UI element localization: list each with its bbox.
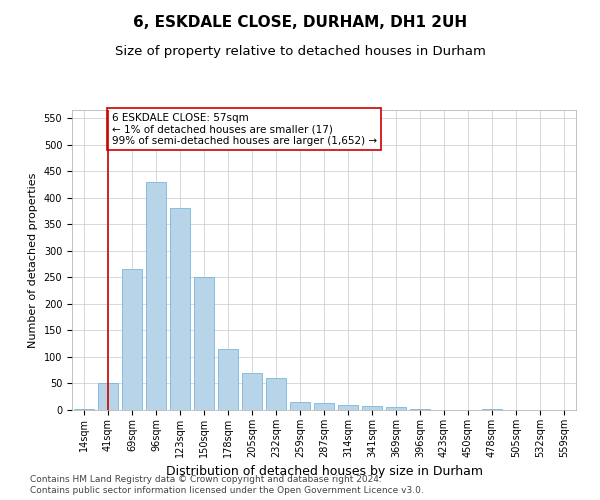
Bar [266, 378, 286, 410]
Text: 6 ESKDALE CLOSE: 57sqm
← 1% of detached houses are smaller (17)
99% of semi-deta: 6 ESKDALE CLOSE: 57sqm ← 1% of detached … [112, 112, 377, 146]
Bar [122, 270, 142, 410]
Bar [218, 349, 238, 410]
Bar [314, 403, 334, 410]
Bar [98, 384, 118, 410]
Bar [242, 373, 262, 410]
Text: 6, ESKDALE CLOSE, DURHAM, DH1 2UH: 6, ESKDALE CLOSE, DURHAM, DH1 2UH [133, 15, 467, 30]
Bar [74, 409, 94, 410]
Bar [362, 406, 382, 410]
Bar [290, 402, 310, 410]
Bar [170, 208, 190, 410]
Text: Size of property relative to detached houses in Durham: Size of property relative to detached ho… [115, 45, 485, 58]
Bar [194, 278, 214, 410]
X-axis label: Distribution of detached houses by size in Durham: Distribution of detached houses by size … [166, 466, 482, 478]
Bar [338, 404, 358, 410]
Text: Contains public sector information licensed under the Open Government Licence v3: Contains public sector information licen… [30, 486, 424, 495]
Text: Contains HM Land Registry data © Crown copyright and database right 2024.: Contains HM Land Registry data © Crown c… [30, 475, 382, 484]
Bar [386, 408, 406, 410]
Bar [146, 182, 166, 410]
Y-axis label: Number of detached properties: Number of detached properties [28, 172, 38, 348]
